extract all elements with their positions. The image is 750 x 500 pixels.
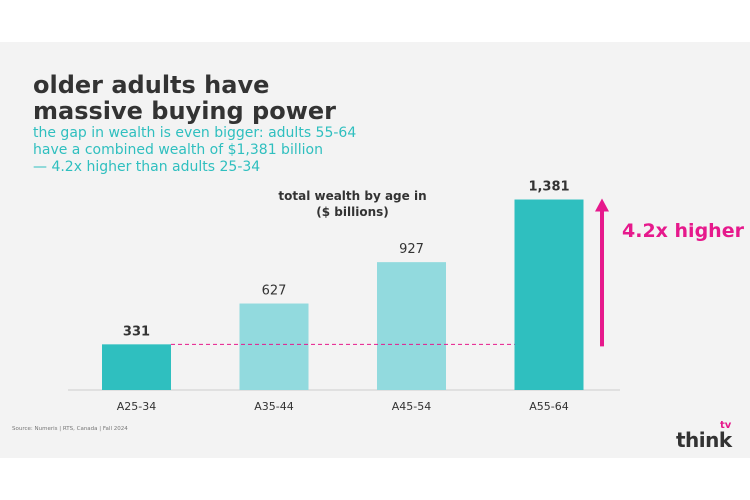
bar-a55-64 xyxy=(514,199,584,390)
x-tick-label: A55-64 xyxy=(529,400,569,413)
source-note: Source: Numeris | RTS, Canada | Fall 202… xyxy=(12,426,128,432)
arrow-up-icon xyxy=(595,198,609,212)
subtitle-line-2: have a combined wealth of $1,381 billion xyxy=(33,142,323,158)
chart-title-line-1: total wealth by age in xyxy=(278,189,427,203)
value-label: 331 xyxy=(123,324,150,339)
value-label: 927 xyxy=(399,242,424,257)
bar-a35-44 xyxy=(239,303,309,390)
value-label: 627 xyxy=(262,284,287,299)
chart-title: total wealth by age in ($ billions) xyxy=(265,188,440,220)
value-label: 1,381 xyxy=(528,180,569,195)
title-line-2: massive buying power xyxy=(33,97,336,125)
bar-a45-54 xyxy=(377,262,446,390)
subtitle-line-1: the gap in wealth is even bigger: adults… xyxy=(33,125,357,141)
slide-subtitle: the gap in wealth is even bigger: adults… xyxy=(33,125,473,176)
chart-title-line-2: ($ billions) xyxy=(316,205,389,219)
title-line-1: older adults have xyxy=(33,71,270,99)
logo-superscript: tv xyxy=(720,420,732,431)
bar-a25-34 xyxy=(102,344,171,390)
logo-text: think xyxy=(676,428,732,452)
x-tick-label: A25-34 xyxy=(117,400,157,413)
x-tick-label: A45-54 xyxy=(392,400,432,413)
subtitle-line-3: — 4.2x higher than adults 25-34 xyxy=(33,159,261,175)
slide-title: older adults have massive buying power xyxy=(33,72,493,124)
comparison-callout: 4.2x higher xyxy=(622,220,744,242)
x-tick-label: A35-44 xyxy=(254,400,294,413)
